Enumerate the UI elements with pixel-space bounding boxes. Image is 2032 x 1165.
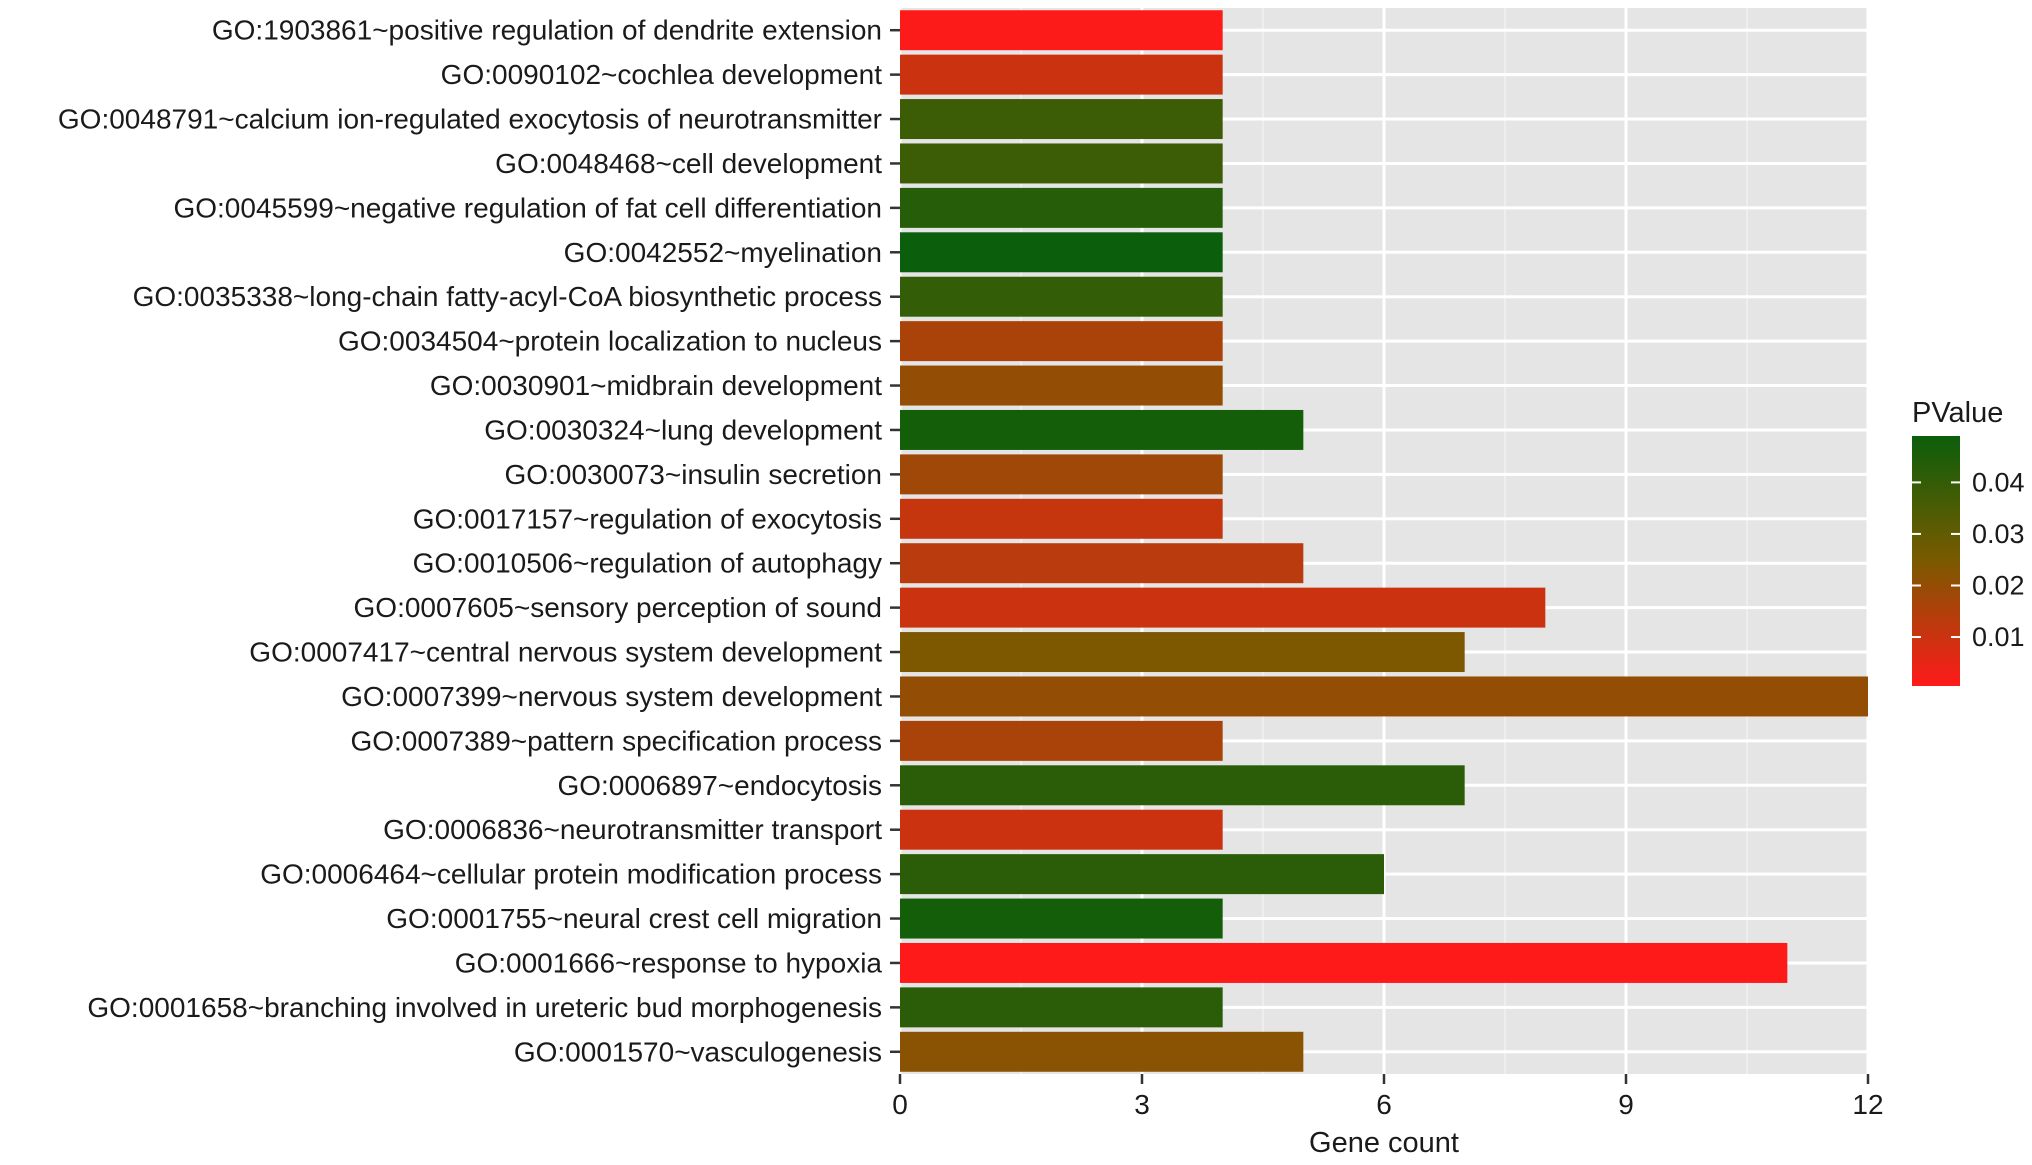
bar: [900, 276, 1223, 317]
bar: [900, 321, 1223, 362]
x-axis: 0 3 6 9 12: [892, 1074, 1884, 1120]
category-label: GO:0001658~branching involved in ureteri…: [87, 992, 882, 1023]
bar: [900, 854, 1384, 895]
category-label: GO:0035338~long-chain fatty-acyl-CoA bio…: [133, 281, 882, 312]
bar: [900, 765, 1465, 806]
category-label: GO:0001755~neural crest cell migration: [386, 903, 882, 934]
bar: [900, 365, 1223, 406]
colorbar-ticks: 0.01 0.02 0.03 0.04: [1912, 467, 2025, 652]
category-labels: GO:1903861~positive regulation of dendri…: [58, 15, 900, 1067]
x-tick-label: 12: [1852, 1089, 1883, 1120]
bar: [900, 187, 1223, 228]
category-label: GO:0007389~pattern specification process: [350, 725, 882, 756]
bar: [900, 1031, 1304, 1072]
category-label: GO:0017157~regulation of exocytosis: [413, 503, 882, 534]
colorbar-tick-label: 0.03: [1972, 519, 2025, 549]
category-label: GO:0034504~protein localization to nucle…: [338, 326, 882, 357]
colorbar-tick-label: 0.01: [1972, 622, 2025, 652]
colorbar-tick-label: 0.02: [1972, 570, 2025, 600]
category-label: GO:0030901~midbrain development: [430, 370, 882, 401]
bar: [900, 676, 1868, 717]
bar: [900, 99, 1223, 140]
x-tick-label: 3: [1134, 1089, 1150, 1120]
pvalue-legend: PValue 0.01 0.02 0.03 0.04: [1912, 397, 2025, 686]
x-tick-label: 6: [1376, 1089, 1392, 1120]
bar: [900, 809, 1223, 850]
bar: [900, 942, 1788, 983]
category-label: GO:0048791~calcium ion-regulated exocyto…: [58, 104, 882, 135]
category-label: GO:0042552~myelination: [564, 237, 882, 268]
bar: [900, 587, 1546, 628]
category-label: GO:0048468~cell development: [495, 148, 882, 179]
category-label: GO:1903861~positive regulation of dendri…: [212, 15, 882, 46]
bar: [900, 987, 1223, 1028]
category-label: GO:0001666~response to hypoxia: [455, 947, 883, 978]
bar: [900, 143, 1223, 184]
x-axis-title: Gene count: [1309, 1127, 1459, 1159]
x-tick-label: 9: [1618, 1089, 1634, 1120]
category-label: GO:0006464~cellular protein modification…: [260, 859, 882, 890]
plot-panel: [898, 8, 1870, 1074]
bar: [900, 10, 1223, 51]
category-label: GO:0007399~nervous system development: [341, 681, 882, 712]
bar: [900, 543, 1304, 584]
bars: [900, 10, 1868, 1072]
bar: [900, 409, 1304, 450]
category-label: GO:0001570~vasculogenesis: [514, 1036, 882, 1067]
bar: [900, 54, 1223, 95]
bar: [900, 632, 1465, 673]
bar: [900, 454, 1223, 495]
bar: [900, 720, 1223, 761]
category-label: GO:0010506~regulation of autophagy: [413, 548, 882, 579]
category-label: GO:0007417~central nervous system develo…: [249, 637, 882, 668]
bar: [900, 498, 1223, 539]
x-tick-label: 0: [892, 1089, 908, 1120]
colorbar: [1912, 436, 1960, 686]
category-label: GO:0030073~insulin secretion: [505, 459, 882, 490]
category-label: GO:0007605~sensory perception of sound: [354, 592, 882, 623]
category-label: GO:0006897~endocytosis: [557, 770, 882, 801]
category-label: GO:0090102~cochlea development: [441, 59, 883, 90]
category-label: GO:0030324~lung development: [484, 414, 882, 445]
category-label: GO:0006836~neurotransmitter transport: [383, 814, 882, 845]
category-label: GO:0045599~negative regulation of fat ce…: [173, 192, 882, 223]
bar: [900, 232, 1223, 273]
bar: [900, 898, 1223, 939]
legend-title: PValue: [1912, 397, 2003, 429]
colorbar-tick-label: 0.04: [1972, 467, 2025, 497]
